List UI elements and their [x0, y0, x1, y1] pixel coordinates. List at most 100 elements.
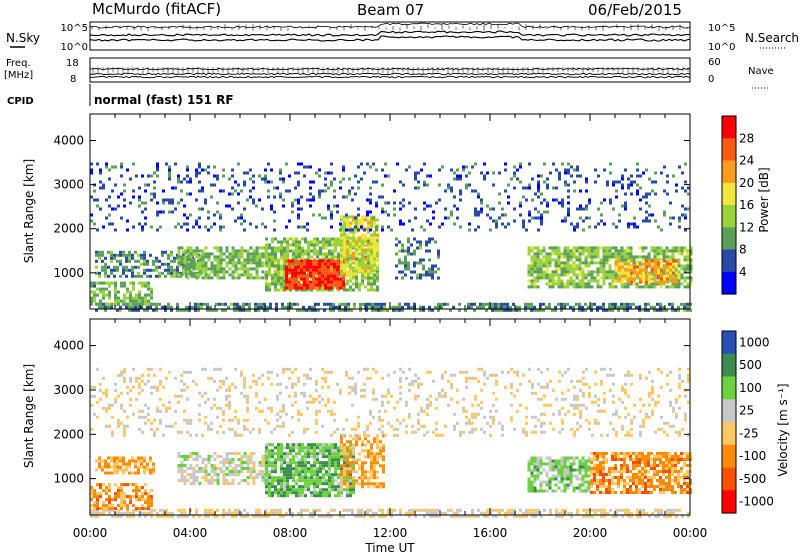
data-cell [429, 514, 432, 518]
data-cell [99, 290, 102, 294]
data-cell [174, 207, 177, 211]
data-cell [280, 255, 283, 259]
data-cell [126, 219, 129, 223]
data-cell [593, 302, 596, 306]
data-cell [581, 285, 585, 289]
data-cell [342, 277, 345, 281]
data-cell [243, 267, 247, 271]
data-cell [285, 274, 288, 278]
data-cell [422, 273, 425, 277]
data-cell [210, 464, 214, 467]
data-cell [297, 180, 300, 184]
data-cell [434, 264, 437, 268]
colorbar-segment [722, 160, 736, 184]
data-cell [300, 271, 303, 275]
data-cell [609, 198, 612, 202]
data-cell [361, 260, 364, 264]
data-cell [313, 494, 316, 498]
data-cell [330, 274, 333, 278]
data-cell [297, 171, 300, 175]
data-cell [90, 213, 93, 217]
data-cell [600, 511, 603, 515]
data-cell [353, 302, 356, 306]
freq-unit-label: [MHz] [4, 70, 33, 81]
data-cell [134, 274, 137, 278]
data-cell [207, 216, 210, 220]
data-cell [376, 288, 379, 292]
data-cell [659, 246, 663, 250]
data-cell [307, 452, 310, 456]
data-cell [651, 213, 654, 217]
data-cell [243, 452, 247, 455]
data-cell [216, 255, 220, 259]
data-cell [503, 302, 506, 306]
data-cell [135, 489, 138, 493]
data-cell [182, 268, 185, 272]
data-cell [316, 455, 319, 459]
data-cell [600, 508, 603, 512]
data-cell [234, 467, 238, 470]
data-cell [334, 488, 337, 492]
data-cell [540, 216, 543, 220]
data-cell [123, 281, 126, 285]
data-cell [420, 168, 423, 172]
data-cell [219, 225, 222, 229]
data-cell [343, 488, 346, 492]
date-title: 06/Feb/2015 [588, 1, 682, 19]
data-cell [180, 273, 184, 277]
data-cell [114, 287, 117, 291]
data-cell [630, 265, 633, 269]
data-cell [315, 271, 318, 275]
data-cell [349, 272, 352, 276]
data-cell [271, 258, 274, 262]
data-cell [659, 261, 663, 265]
data-cell [666, 259, 669, 263]
data-cell [331, 485, 334, 489]
data-cell [261, 252, 265, 256]
data-cell [495, 508, 498, 512]
data-cell [159, 508, 162, 512]
data-cell [129, 299, 132, 303]
data-cell [108, 495, 111, 499]
data-cell [318, 268, 321, 272]
data-cell [334, 473, 337, 477]
data-cell [624, 511, 627, 515]
data-cell [374, 302, 377, 306]
data-cell [417, 186, 420, 190]
data-cell [567, 195, 570, 199]
data-cell [401, 261, 404, 265]
data-cell [428, 237, 431, 241]
data-cell [135, 486, 138, 490]
data-cell [593, 246, 597, 250]
data-cell [295, 249, 298, 253]
data-cell [563, 267, 567, 271]
data-cell [678, 219, 681, 223]
data-cell [186, 252, 190, 256]
data-cell [477, 225, 480, 229]
data-cell [298, 252, 301, 256]
data-cell [301, 249, 304, 253]
data-cell [280, 258, 283, 262]
data-cell [191, 305, 194, 309]
data-cell [231, 264, 235, 268]
data-cell [594, 225, 597, 229]
data-cell [201, 258, 205, 262]
data-cell [370, 255, 373, 259]
data-cell [681, 213, 684, 217]
data-cell [644, 255, 648, 259]
data-cell [575, 246, 579, 250]
data-cell [348, 177, 351, 181]
data-cell [120, 504, 123, 508]
data-cell [96, 228, 99, 232]
data-cell [276, 511, 279, 515]
data-cell [285, 271, 288, 275]
data-cell [456, 174, 459, 178]
nave-tick-low: 0 [708, 74, 714, 85]
data-cell [298, 458, 301, 462]
data-cell [280, 461, 283, 465]
data-cell [312, 195, 315, 199]
data-cell [330, 280, 333, 284]
data-cell [271, 449, 274, 453]
data-cell [355, 251, 358, 255]
data-cell [675, 183, 678, 187]
